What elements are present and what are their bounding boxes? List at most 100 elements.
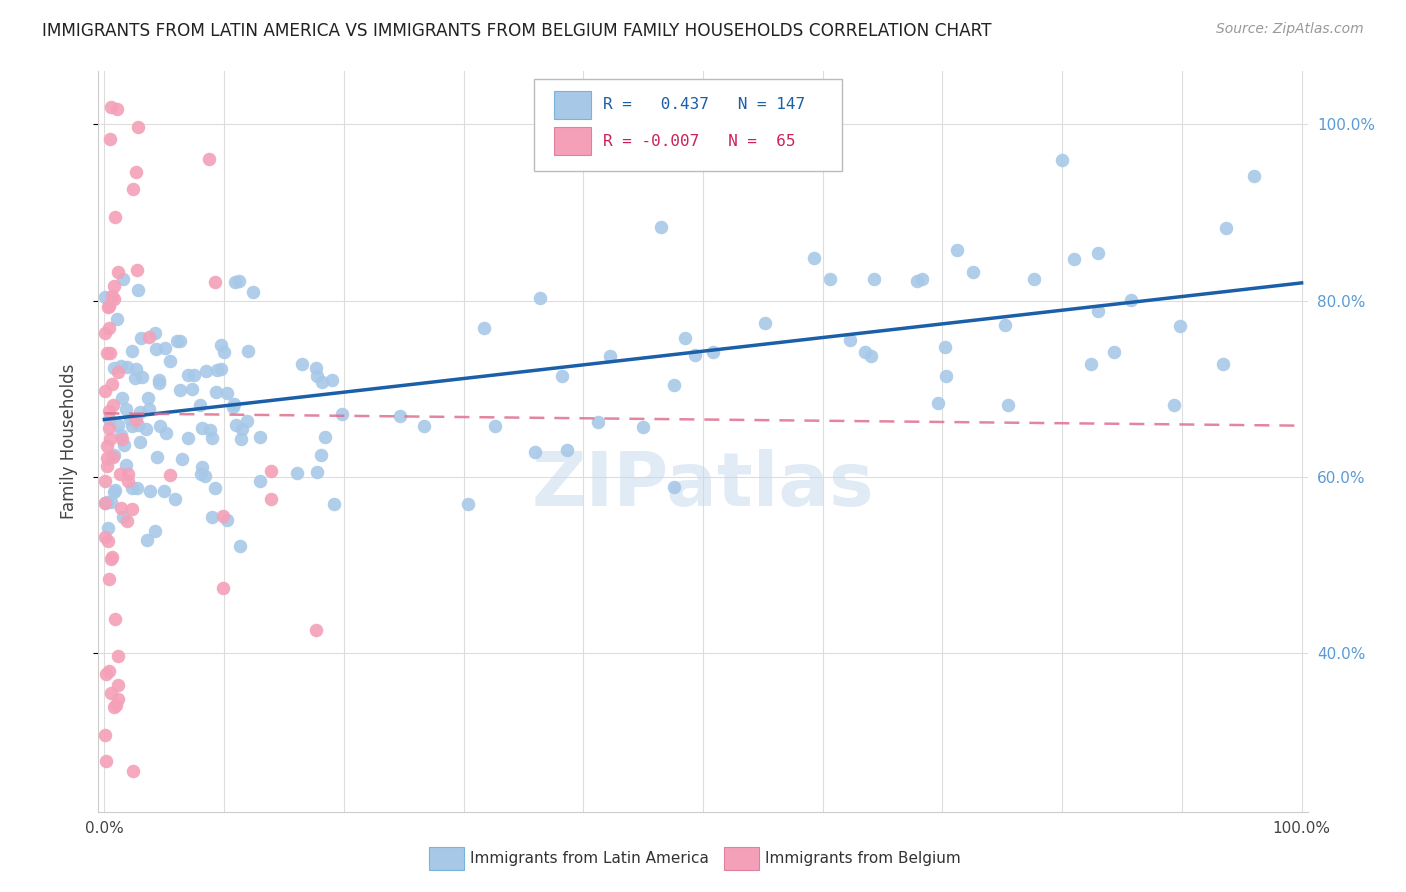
Point (1168, 319, 1191, 334)
Point (305, 465, 328, 479)
Point (169, 334, 191, 349)
Point (98, 345, 121, 359)
Point (110, 467, 132, 482)
Point (127, 283, 149, 297)
Point (159, 354, 181, 368)
Point (201, 431, 224, 445)
Point (94, 475, 117, 489)
Point (309, 448, 332, 462)
Point (101, 289, 124, 303)
Point (224, 275, 246, 289)
Point (96, 439, 118, 453)
Point (107, 678, 129, 692)
Point (209, 362, 232, 376)
Point (207, 363, 229, 377)
Point (97, 412, 120, 426)
Point (588, 415, 610, 429)
Point (145, 524, 167, 538)
Point (104, 483, 127, 497)
Point (94, 530, 117, 544)
Point (1022, 271, 1045, 285)
Point (103, 484, 125, 499)
Point (117, 467, 139, 481)
Point (388, 409, 411, 424)
Point (231, 422, 253, 436)
Point (1080, 357, 1102, 371)
Point (96, 459, 118, 474)
Point (125, 164, 148, 178)
Point (125, 413, 148, 427)
Point (1063, 252, 1085, 267)
Point (195, 364, 218, 378)
Point (127, 120, 149, 134)
Point (136, 391, 159, 405)
Point (1243, 169, 1265, 183)
Point (650, 219, 672, 234)
Point (97, 299, 120, 313)
Point (311, 376, 333, 390)
Point (472, 321, 495, 335)
Point (555, 442, 578, 457)
Point (934, 340, 956, 354)
Point (117, 360, 139, 375)
Point (1215, 220, 1237, 235)
Point (96, 495, 118, 509)
Point (523, 445, 546, 459)
Point (103, 448, 125, 462)
Point (330, 407, 353, 421)
Point (322, 497, 344, 511)
Point (97, 533, 120, 548)
Point (159, 468, 181, 483)
Point (148, 373, 170, 387)
Point (103, 361, 125, 376)
Text: R =   0.437   N = 147: R = 0.437 N = 147 (603, 97, 804, 112)
Point (138, 402, 160, 417)
Point (129, 404, 152, 418)
Point (529, 291, 551, 305)
Point (927, 395, 949, 409)
Point (839, 333, 862, 347)
Point (229, 539, 252, 553)
Point (104, 612, 127, 626)
Point (94, 326, 117, 340)
Point (103, 292, 125, 306)
Point (128, 434, 150, 449)
Point (110, 428, 132, 442)
Point (111, 391, 134, 405)
Point (484, 419, 506, 434)
Point (1211, 357, 1233, 371)
Point (97, 320, 120, 334)
Point (305, 360, 328, 375)
Point (702, 344, 724, 359)
Point (260, 491, 283, 506)
Point (110, 359, 132, 373)
Point (94, 727, 117, 741)
Point (1050, 153, 1073, 167)
Point (1087, 304, 1109, 318)
Point (212, 344, 235, 359)
Point (165, 492, 187, 507)
Point (127, 418, 149, 433)
Point (101, 377, 124, 392)
Point (115, 458, 138, 472)
Point (98, 572, 121, 586)
Point (100, 552, 122, 566)
Point (242, 285, 264, 300)
Point (100, 549, 122, 564)
Point (235, 414, 257, 428)
Point (131, 369, 153, 384)
Point (1163, 398, 1185, 412)
Point (1121, 293, 1143, 307)
Point (633, 419, 655, 434)
Point (238, 344, 260, 359)
Point (1087, 245, 1109, 260)
Point (103, 278, 125, 293)
Point (183, 368, 205, 382)
Point (118, 412, 141, 426)
Point (314, 430, 336, 444)
Point (228, 274, 250, 288)
Point (155, 426, 177, 441)
Point (96, 450, 118, 465)
Point (127, 263, 149, 277)
Point (198, 423, 221, 437)
